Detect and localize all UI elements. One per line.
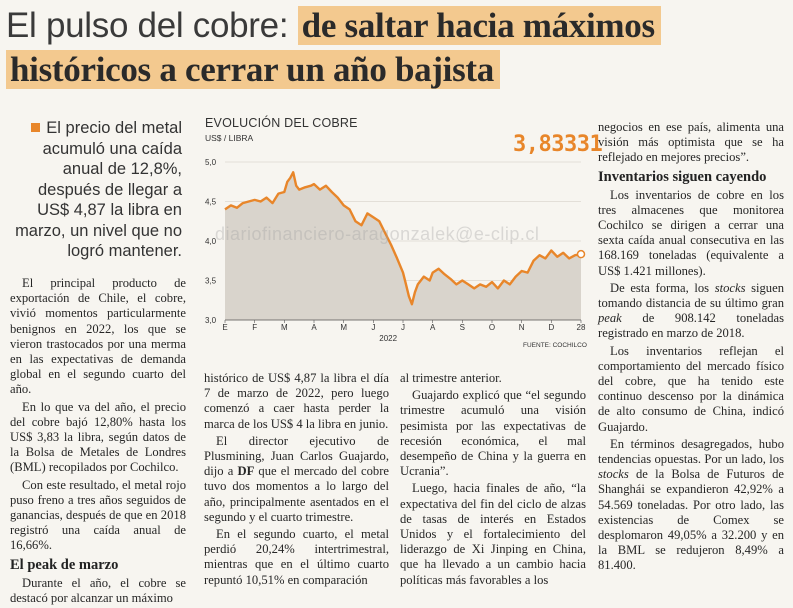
watermark: diariofinanciero-aragonzalek@e-clip.cl (215, 224, 540, 244)
lead-text: El precio del metal acumuló una caída an… (15, 119, 182, 260)
paragraph: histórico de US$ 4,87 la libra el día 7 … (204, 371, 389, 431)
lead-summary: El precio del metal acumuló una caída an… (12, 118, 182, 262)
text-run-italic: peak (598, 311, 622, 326)
text-run: El director ejecutivo de Plusmining, Jua… (204, 433, 389, 479)
x-tick-label: O (489, 323, 495, 332)
column-3: al trimestre anterior. Guajardo explicó … (400, 371, 586, 590)
chart-unit: US$ / LIBRA (205, 133, 254, 143)
copper-chart: EVOLUCIÓN DEL COBRE US$ / LIBRA 3,83331 … (201, 112, 603, 362)
paragraph: negocios en ese país, alimenta una visió… (598, 120, 784, 165)
x-tick-label: A (311, 323, 317, 332)
paragraph: Guajardo explicó que “el segundo trimest… (400, 388, 586, 479)
y-tick-label: 3,5 (205, 277, 217, 286)
series-line (224, 171, 582, 306)
chart-source: FUENTE: COCHILCO (523, 342, 587, 349)
chart-plot: 3,0 3,5 4,0 4,5 5,0 E F M A M J J A S O N D 28 2022 (205, 158, 586, 343)
column-4: negocios en ese país, alimenta una visió… (598, 120, 784, 576)
y-tick-label: 4,0 (205, 237, 217, 246)
headline: El pulso del cobre: de saltar hacia máxi… (6, 4, 786, 92)
y-tick-label: 4,5 (205, 198, 217, 207)
x-tick-label: S (460, 323, 465, 332)
x-tick-label: N (519, 323, 525, 332)
paragraph: Con este resultado, el metal rojo puso f… (10, 477, 186, 553)
column-2: histórico de US$ 4,87 la libra el día 7 … (204, 371, 389, 590)
text-run-italic: stocks (714, 280, 746, 295)
paragraph: Los inventarios reflejan el comportamien… (598, 343, 784, 434)
paragraph: De esta forma, los stocks siguen tomando… (598, 281, 784, 342)
x-tick-label: M (281, 323, 288, 332)
subheading: Inventarios siguen cayendo (598, 168, 767, 185)
paragraph: El principal producto de exportación de … (10, 276, 186, 397)
paragraph: En el segundo cuarto, el metal perdió 20… (204, 527, 389, 587)
end-point-marker (576, 249, 586, 259)
headline-part3: históricos a cerrar un año bajista (6, 50, 500, 89)
text-run-italic: stocks (598, 467, 629, 482)
x-tick-label: F (252, 323, 257, 332)
paragraph: Durante el año, el cobre se destacó por … (10, 575, 186, 605)
headline-part2: de saltar hacia máximos (297, 6, 661, 45)
x-tick-label: J (371, 323, 375, 332)
paragraph: Los inventarios de cobre en los tres alm… (598, 187, 784, 278)
text-run: De esta forma, los (610, 280, 715, 295)
paragraph: En lo que va del año, el precio del cobr… (10, 399, 186, 475)
column-1: El principal producto de exportación de … (10, 276, 186, 608)
text-run: de 908.142 toneladas registrado en marzo… (598, 311, 784, 341)
y-tick-label: 3,0 (205, 316, 217, 325)
paragraph: En términos desagregados, hubo tendencia… (598, 437, 784, 574)
paragraph: El director ejecutivo de Plusmining, Jua… (204, 434, 389, 525)
x-tick-label: D (548, 323, 554, 332)
x-year-label: 2022 (379, 334, 397, 343)
x-tick-label: J (401, 323, 405, 332)
bullet-square-icon (31, 123, 41, 132)
headline-part1: El pulso del cobre: (6, 6, 298, 45)
x-tick-label: 28 (577, 323, 586, 332)
paragraph: Luego, hacia finales de año, “la expecta… (400, 481, 586, 587)
text-run: de la Bolsa de Futuros de Shanghái se ex… (598, 467, 784, 573)
text-run: que el mercado del cobre tuvo dos moment… (204, 464, 389, 524)
y-tick-label: 5,0 (205, 158, 217, 167)
text-run: siguen tomando distancia de su último gr… (598, 280, 784, 311)
chart-last-value: 3,83331 (513, 132, 603, 157)
text-run-bold: DF (237, 464, 255, 479)
paragraph: al trimestre anterior. (400, 371, 502, 385)
subheading: El peak de marzo (10, 556, 119, 573)
x-tick-label: E (222, 323, 227, 332)
chart-title: EVOLUCIÓN DEL COBRE (205, 116, 358, 130)
x-tick-label: A (430, 323, 436, 332)
x-tick-label: M (340, 323, 347, 332)
text-run: En términos desagregados, hubo tendencia… (598, 436, 784, 467)
